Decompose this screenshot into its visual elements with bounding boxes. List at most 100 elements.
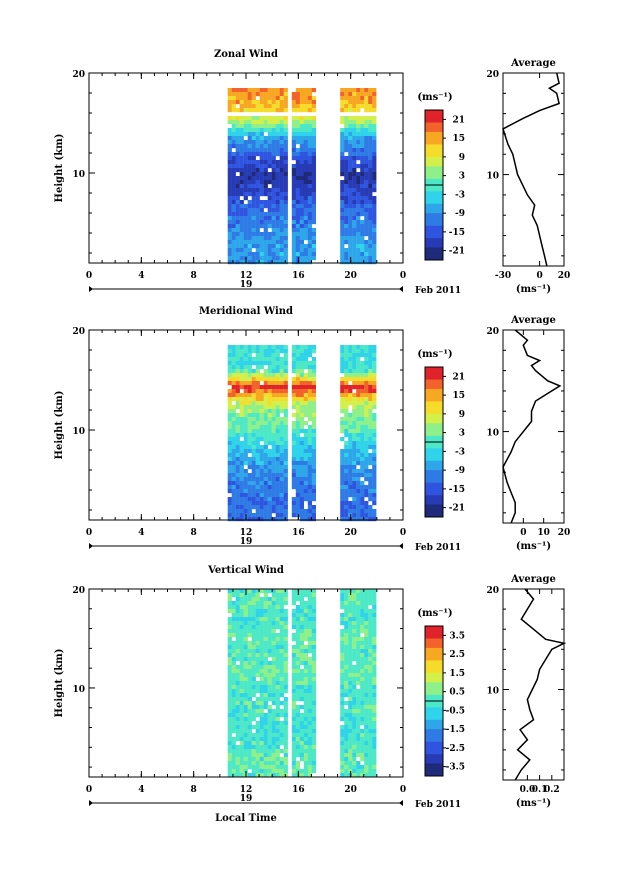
heatmap-cell: [247, 124, 252, 129]
heatmap-cell: [311, 369, 316, 374]
heatmap-cell: [255, 172, 260, 177]
heatmap-cell: [243, 437, 248, 442]
heatmap-cell: [267, 609, 272, 614]
heatmap-cell: [243, 421, 248, 426]
heatmap-cell: [259, 180, 264, 185]
heatmap-cell: [259, 224, 264, 229]
heatmap-cell: [283, 433, 288, 438]
heatmap-cell: [299, 88, 304, 93]
heatmap-cell: [307, 244, 312, 249]
heatmap-cell: [299, 729, 304, 734]
heatmap-cell: [235, 749, 240, 754]
heatmap-cell: [255, 485, 260, 490]
heatmap-cell: [368, 769, 373, 774]
heatmap-cell: [251, 188, 256, 193]
colorbar-tick-label: -3.5: [446, 763, 465, 773]
heatmap-cell: [227, 481, 232, 486]
heatmap-cell: [247, 248, 252, 253]
avg-x-tick-label: 10: [537, 528, 550, 538]
heatmap-cell: [275, 252, 280, 257]
heatmap-cell: [356, 369, 361, 374]
heatmap-cell: [364, 661, 369, 666]
colorbar-segment: [425, 638, 443, 642]
heatmap-cell: [360, 505, 365, 510]
heatmap-cell: [352, 737, 357, 742]
heatmap-cell: [307, 148, 312, 153]
heatmap-cell: [291, 589, 296, 594]
heatmap-cell: [360, 729, 365, 734]
heatmap-cell: [291, 128, 296, 133]
heatmap-cell: [267, 136, 272, 141]
heatmap-cell: [299, 697, 304, 702]
heatmap-cell: [255, 697, 260, 702]
heatmap-cell: [267, 453, 272, 458]
heatmap-cell: [247, 184, 252, 189]
heatmap-cell: [283, 180, 288, 185]
heatmap-cell: [271, 745, 276, 750]
heatmap-cell: [235, 164, 240, 169]
heatmap-cell: [267, 120, 272, 125]
heatmap-cell: [311, 188, 316, 193]
heatmap-cell: [295, 501, 300, 506]
heatmap-cell: [251, 481, 256, 486]
heatmap-cell: [299, 421, 304, 426]
heatmap-cell: [251, 381, 256, 386]
heatmap-cell: [352, 413, 357, 418]
heatmap-cell: [235, 673, 240, 678]
heatmap-cell: [352, 409, 357, 414]
heatmap-cell: [311, 248, 316, 253]
heatmap-cell: [311, 509, 316, 514]
colorbar-segment: [425, 253, 443, 258]
heatmap-cell: [295, 641, 300, 646]
heatmap-cell: [348, 228, 353, 233]
heatmap-cell: [255, 493, 260, 498]
heatmap-cell: [340, 725, 345, 730]
x-tick-label: 12: [240, 785, 253, 795]
heatmap-cell: [372, 397, 377, 402]
heatmap-cell: [235, 605, 240, 610]
heatmap-cell: [295, 365, 300, 370]
heatmap-cell: [231, 168, 236, 173]
heatmap-cell: [311, 465, 316, 470]
heatmap-cell: [231, 156, 236, 161]
heatmap-cell: [356, 669, 361, 674]
heatmap-cell: [291, 204, 296, 209]
heatmap-cell: [235, 397, 240, 402]
colorbar-segment: [425, 473, 443, 477]
heatmap-cell: [360, 397, 365, 402]
heatmap-cell: [239, 353, 244, 358]
heatmap-cell: [352, 248, 357, 253]
colorbar-segment: [425, 231, 443, 236]
heatmap-cell: [311, 673, 316, 678]
heatmap-cell: [372, 156, 377, 161]
heatmap-cell: [251, 172, 256, 177]
heatmap-cell: [275, 741, 280, 746]
heatmap-cell: [239, 373, 244, 378]
heatmap-cell: [227, 449, 232, 454]
heatmap-cell: [368, 156, 373, 161]
heatmap-cell: [299, 757, 304, 762]
heatmap-cell: [307, 661, 312, 666]
heatmap-cell: [239, 645, 244, 650]
heatmap-cell: [291, 701, 296, 706]
heatmap-cell: [247, 140, 252, 145]
heatmap-cell: [267, 353, 272, 358]
heatmap-cell: [307, 765, 312, 770]
heatmap-cell: [340, 409, 345, 414]
heatmap-cell: [372, 645, 377, 650]
heatmap-cell: [251, 765, 256, 770]
heatmap-cell: [239, 377, 244, 382]
heatmap-cell: [303, 160, 308, 165]
heatmap-cell: [251, 240, 256, 245]
heatmap-cell: [247, 100, 252, 105]
heatmap-cell: [299, 204, 304, 209]
heatmap-cell: [243, 196, 248, 201]
heatmap-cell: [251, 156, 256, 161]
colorbar-segment: [425, 395, 443, 399]
heatmap-cell: [283, 673, 288, 678]
heatmap-cell: [364, 192, 369, 197]
colorbar-segment: [425, 457, 443, 462]
heatmap-cell: [243, 449, 248, 454]
heatmap-cell: [348, 148, 353, 153]
heatmap-cell: [267, 409, 272, 414]
